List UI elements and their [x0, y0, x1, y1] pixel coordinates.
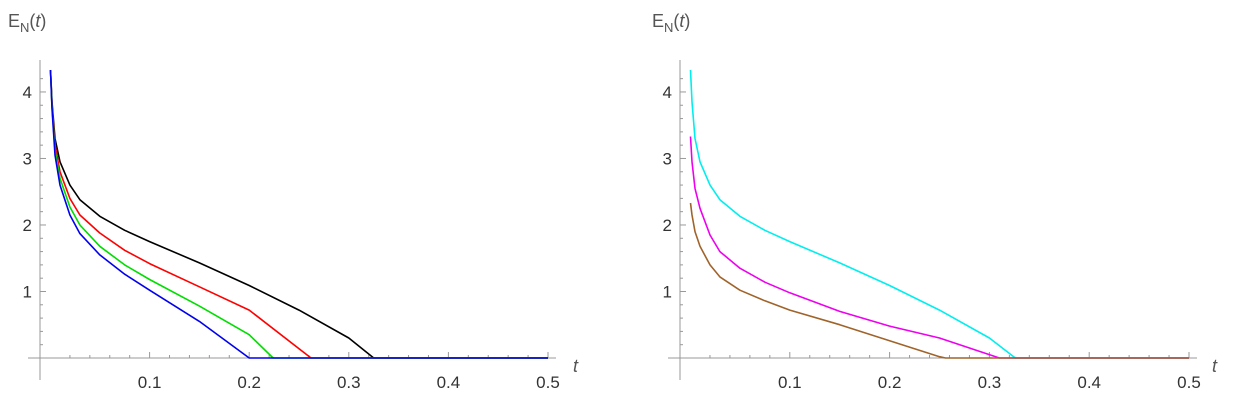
x-axis-title: t	[573, 356, 579, 376]
chart-right: 1 2 3 4 0.1 0.2 0.3 0.4 0.5 EN(t) t	[652, 11, 1218, 392]
y-tick-label: 4	[663, 83, 672, 102]
x-tick-label: 0.3	[337, 373, 361, 392]
x-tick-label: 0.5	[1177, 373, 1201, 392]
series-line-1	[49, 69, 548, 359]
y-tick-label: 3	[23, 149, 32, 168]
x-tick-label: 0.5	[536, 373, 560, 392]
y-axis-title: EN(t)	[652, 11, 690, 35]
chart-left: 1 2 3 4 0.1 0.2 0.3 0.4 0.5 EN(t) t	[8, 11, 579, 392]
x-tick-label: 0.4	[437, 373, 461, 392]
x-tick-label: 0.2	[237, 373, 261, 392]
series-line-2	[49, 69, 548, 359]
series-line-2	[689, 202, 1189, 359]
y-tick-label: 3	[663, 149, 672, 168]
series-line-1	[689, 136, 1189, 359]
x-tick-label: 0.1	[138, 373, 162, 392]
x-tick-label: 0.3	[978, 373, 1002, 392]
y-axis-title: EN(t)	[8, 11, 46, 35]
y-tick-label: 2	[663, 216, 672, 235]
x-axis-title: t	[1212, 356, 1218, 376]
y-tick-label: 1	[663, 282, 672, 301]
series-line-0	[49, 69, 548, 359]
y-tick-label: 2	[23, 216, 32, 235]
series-line-3	[49, 69, 548, 359]
y-tick-label: 4	[23, 83, 32, 102]
x-tick-label: 0.4	[1077, 373, 1101, 392]
series-line-0	[689, 69, 1189, 359]
x-tick-label: 0.2	[878, 373, 902, 392]
x-tick-label: 0.1	[778, 373, 802, 392]
y-tick-label: 1	[23, 282, 32, 301]
